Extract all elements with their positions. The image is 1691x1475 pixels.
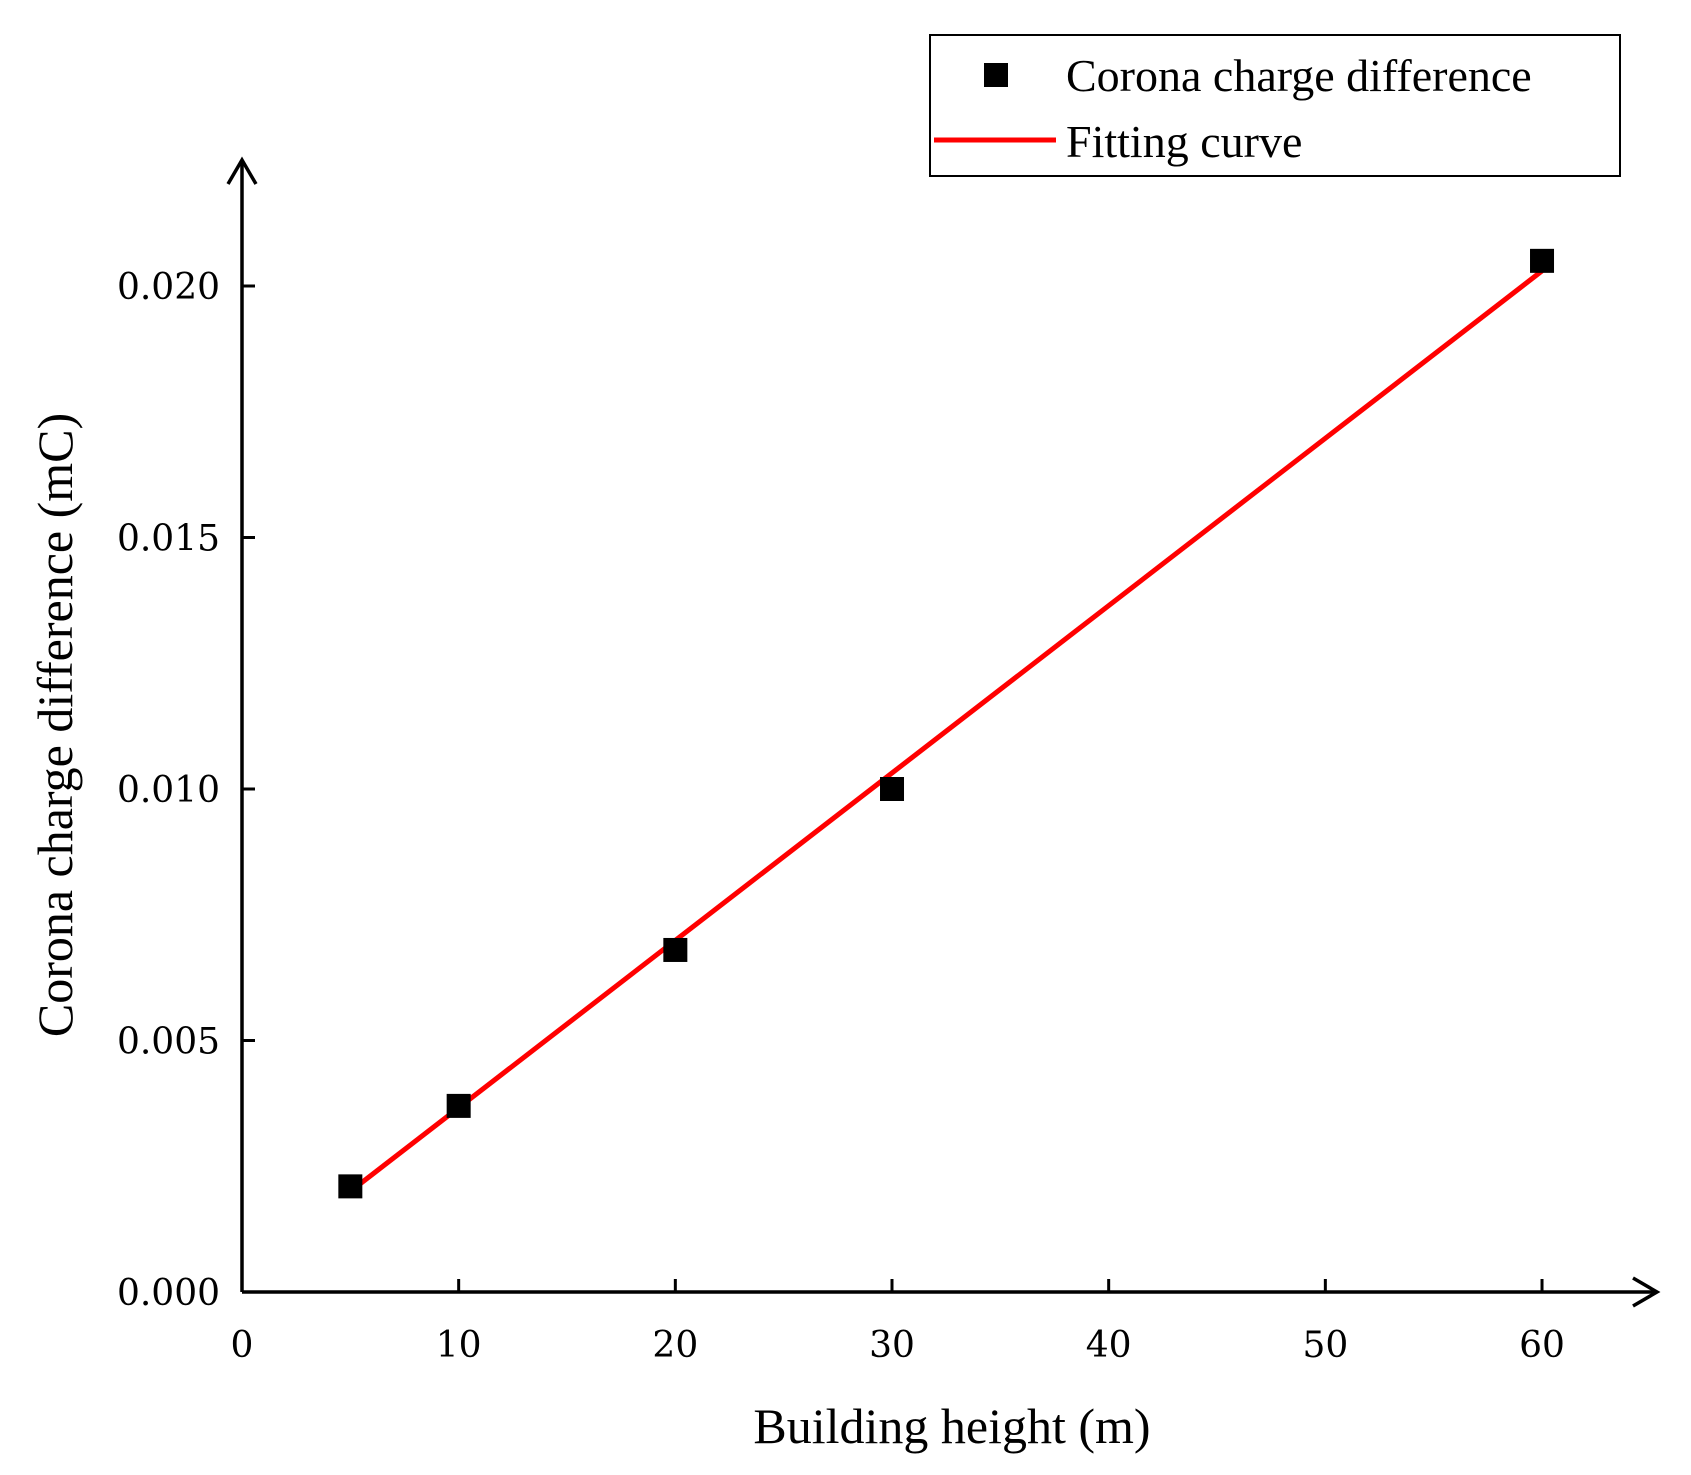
y-tick-label: 0.010: [117, 770, 220, 811]
x-ticks: 0 10 20 30 40 50 60: [231, 1279, 1565, 1366]
legend-square-marker: [984, 63, 1008, 87]
x-tick-label: 40: [1086, 1325, 1132, 1366]
x-tick-label: 50: [1302, 1325, 1348, 1366]
data-points-layer: [338, 248, 1555, 1199]
fitting-curve-layer: [348, 268, 1544, 1194]
x-tick-label: 30: [869, 1325, 915, 1366]
x-tick-label: 10: [436, 1325, 482, 1366]
data-point: [1530, 248, 1555, 273]
y-tick-label: 0.020: [117, 267, 220, 308]
x-axis-title: Building height (m): [753, 1398, 1150, 1454]
data-point: [663, 937, 688, 962]
fitting-curve-line: [348, 268, 1544, 1194]
y-ticks: 0.000 0.005 0.010 0.015 0.020: [117, 267, 255, 1314]
x-tick-label: 60: [1519, 1325, 1565, 1366]
data-point: [446, 1093, 471, 1118]
legend: Corona charge difference Fitting curve: [929, 34, 1621, 177]
y-axis-arrow: [226, 156, 258, 185]
x-tick-label: 20: [652, 1325, 698, 1366]
y-tick-label: 0.005: [117, 1022, 220, 1063]
data-point: [880, 777, 905, 801]
x-tick-label: 0: [231, 1325, 254, 1366]
axes: [226, 156, 1661, 1308]
y-tick-label: 0.015: [117, 519, 220, 560]
y-axis-title: Corona charge difference (mC): [27, 413, 83, 1037]
x-axis-arrow: [1632, 1276, 1661, 1308]
legend-box: [929, 34, 1621, 177]
legend-label-fit: Fitting curve: [1066, 116, 1302, 167]
data-point: [338, 1174, 363, 1199]
legend-label-scatter: Corona charge difference: [1066, 50, 1532, 101]
y-tick-label: 0.000: [117, 1273, 220, 1314]
